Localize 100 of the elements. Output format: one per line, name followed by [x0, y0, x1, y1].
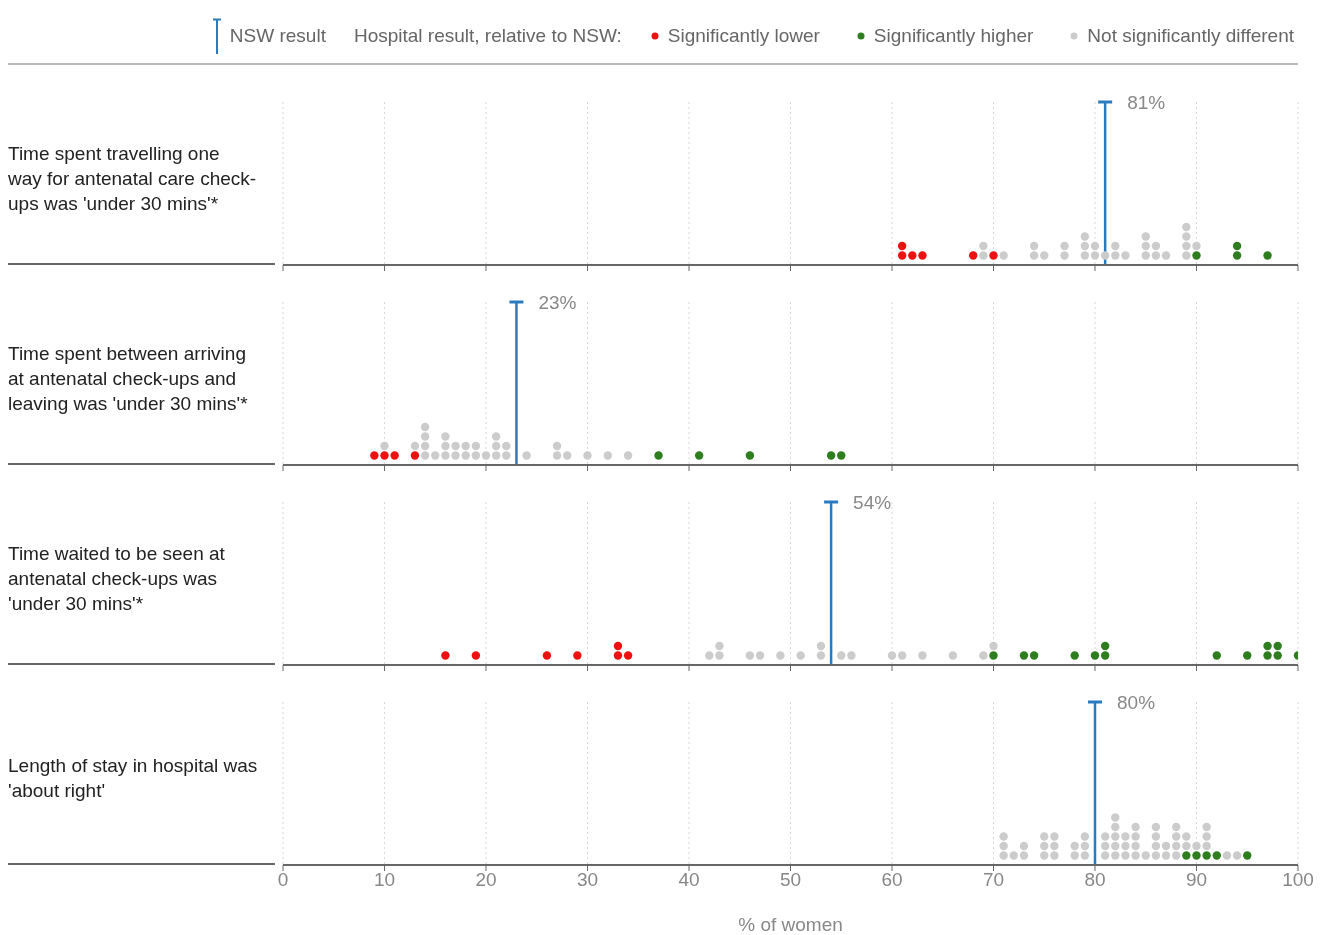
legend-title: Hospital result, relative to NSW:	[353, 24, 622, 47]
point	[1192, 841, 1201, 851]
point	[1263, 251, 1272, 260]
point	[491, 451, 501, 460]
point	[420, 422, 430, 432]
ref-line-label: 81%	[1127, 92, 1166, 113]
point	[837, 451, 846, 460]
point	[1151, 251, 1161, 260]
point	[491, 441, 501, 451]
point	[451, 451, 460, 460]
ref-line-label: 54%	[853, 492, 892, 513]
point	[1182, 251, 1191, 260]
point	[481, 451, 491, 460]
point	[1070, 851, 1079, 860]
point	[999, 251, 1008, 260]
point	[461, 441, 470, 451]
point	[908, 251, 917, 260]
point	[1161, 251, 1171, 260]
point	[1172, 841, 1181, 851]
point	[1040, 841, 1049, 851]
chart-title: Length of stay in hospital was 'about right'	[8, 754, 258, 803]
point	[603, 451, 612, 460]
point	[1182, 832, 1191, 841]
point	[1090, 251, 1100, 260]
point	[441, 432, 450, 441]
point	[1192, 241, 1201, 251]
point	[1151, 822, 1161, 832]
point	[420, 441, 430, 451]
point	[370, 451, 379, 460]
point	[1232, 851, 1242, 860]
point	[1161, 851, 1171, 860]
point	[826, 451, 836, 460]
point	[1151, 841, 1161, 851]
point	[1243, 851, 1252, 860]
point	[563, 451, 572, 460]
point	[1040, 832, 1049, 841]
point	[1141, 251, 1150, 260]
point	[1050, 851, 1059, 860]
point	[1090, 241, 1100, 251]
point	[979, 251, 988, 260]
point	[1151, 832, 1161, 841]
point	[1009, 851, 1018, 860]
point	[1050, 832, 1059, 841]
point	[380, 451, 389, 460]
point	[1222, 851, 1232, 860]
point	[1121, 832, 1130, 841]
point	[1182, 232, 1191, 241]
legend-label: Significantly lower	[667, 24, 820, 47]
point	[1050, 841, 1059, 851]
point	[1111, 251, 1120, 260]
point	[1060, 241, 1069, 251]
point	[1131, 851, 1140, 860]
point	[461, 451, 470, 460]
point	[502, 441, 511, 451]
point	[1172, 832, 1181, 841]
point	[1182, 241, 1191, 251]
x-tick-label: 30	[576, 869, 599, 891]
point	[1202, 851, 1211, 860]
point	[918, 251, 927, 260]
point	[1121, 841, 1130, 851]
point	[1141, 851, 1150, 860]
legend-label: Not significantly different	[1087, 24, 1294, 47]
point	[1080, 232, 1090, 241]
point	[1100, 832, 1110, 841]
point	[1080, 832, 1090, 841]
point	[1182, 851, 1191, 860]
point	[552, 441, 562, 451]
point	[1111, 822, 1120, 832]
point	[583, 451, 592, 460]
point	[1080, 251, 1090, 260]
x-tick-label: 10	[373, 869, 396, 891]
point	[1141, 241, 1150, 251]
point	[471, 441, 481, 451]
point	[420, 432, 430, 441]
point	[410, 441, 420, 451]
point	[1111, 241, 1120, 251]
point	[1080, 851, 1090, 860]
point	[1100, 851, 1110, 860]
point	[1192, 851, 1201, 860]
point	[1172, 822, 1181, 832]
point	[1019, 841, 1029, 851]
x-tick-label: 40	[678, 869, 700, 891]
text: Time spent between arriving at antenatal check-ups and leaving was 'under 30 mins'*	[8, 341, 249, 416]
point	[1131, 822, 1140, 832]
point	[1100, 841, 1110, 851]
point	[1182, 222, 1191, 232]
point	[1232, 241, 1242, 251]
point	[1182, 841, 1191, 851]
point	[989, 251, 998, 260]
x-axis-title: % of women	[738, 914, 843, 935]
point	[1040, 851, 1049, 860]
point	[897, 251, 907, 260]
point	[1192, 251, 1201, 260]
point	[999, 841, 1008, 851]
point	[999, 851, 1008, 860]
x-tick-label: 100	[1282, 869, 1314, 891]
x-tick-label: 80	[1084, 869, 1106, 891]
x-tick-label: 70	[982, 869, 1005, 891]
point	[1040, 251, 1049, 260]
x-tick-label: 20	[475, 869, 497, 891]
